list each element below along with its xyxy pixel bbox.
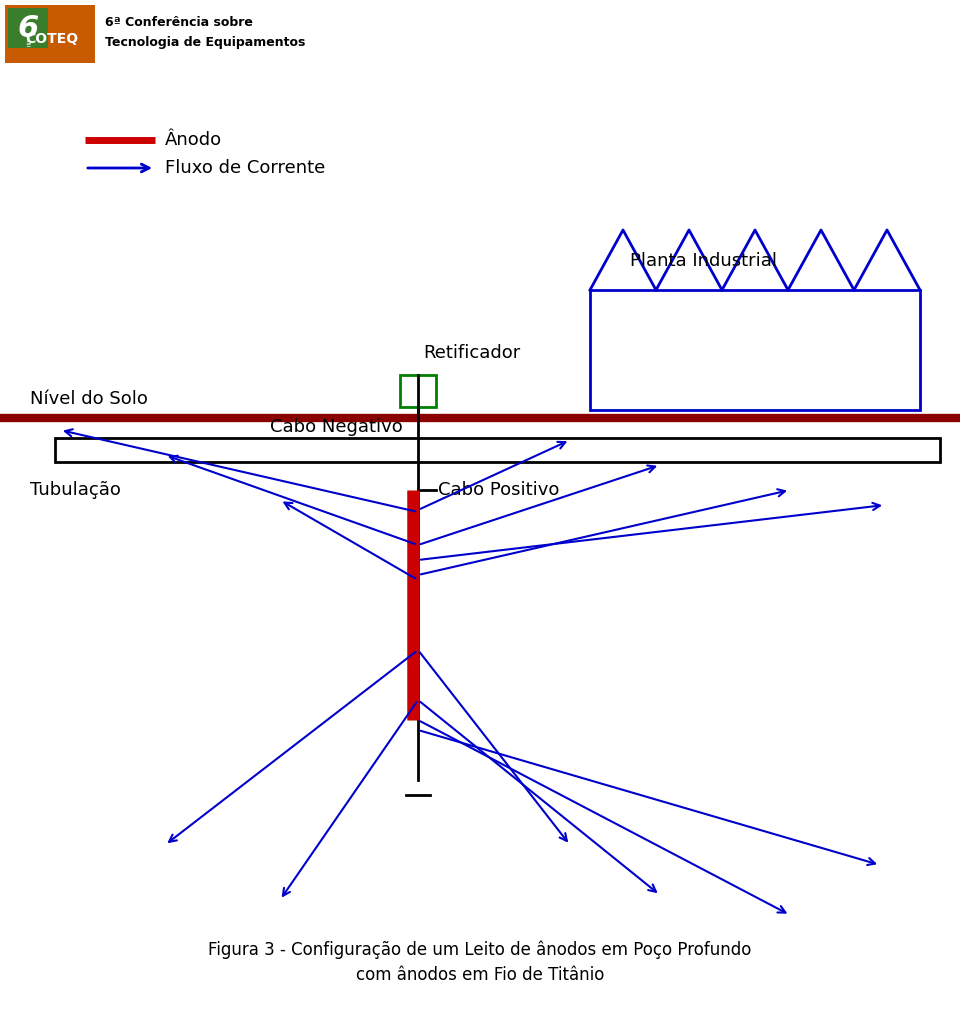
Bar [55, 438, 940, 462]
Text: ª: ª [25, 41, 31, 51]
Bar [590, 290, 920, 410]
Text: 6: 6 [17, 13, 38, 43]
Bar [5, 5, 95, 63]
Text: com ânodos em Fio de Titânio: com ânodos em Fio de Titânio [356, 966, 604, 984]
Text: Figura 3 - Configuração de um Leito de ânodos em Poço Profundo: Figura 3 - Configuração de um Leito de â… [208, 941, 752, 959]
Text: Tecnologia de Equipamentos: Tecnologia de Equipamentos [105, 35, 305, 49]
Text: Ânodo: Ânodo [165, 131, 222, 149]
Bar [8, 8, 48, 48]
Text: Tubulação: Tubulação [30, 481, 121, 499]
Text: Cabo Positivo: Cabo Positivo [438, 481, 560, 499]
Text: COTEQ: COTEQ [25, 32, 79, 46]
Text: Retificador: Retificador [423, 344, 520, 362]
Text: 6ª Conferência sobre: 6ª Conferência sobre [105, 15, 252, 28]
Bar [400, 375, 436, 407]
Text: Cabo Negativo: Cabo Negativo [271, 418, 403, 436]
Text: Fluxo de Corrente: Fluxo de Corrente [165, 159, 325, 177]
Text: Planta Industrial: Planta Industrial [630, 252, 777, 270]
Text: Nível do Solo: Nível do Solo [30, 390, 148, 408]
